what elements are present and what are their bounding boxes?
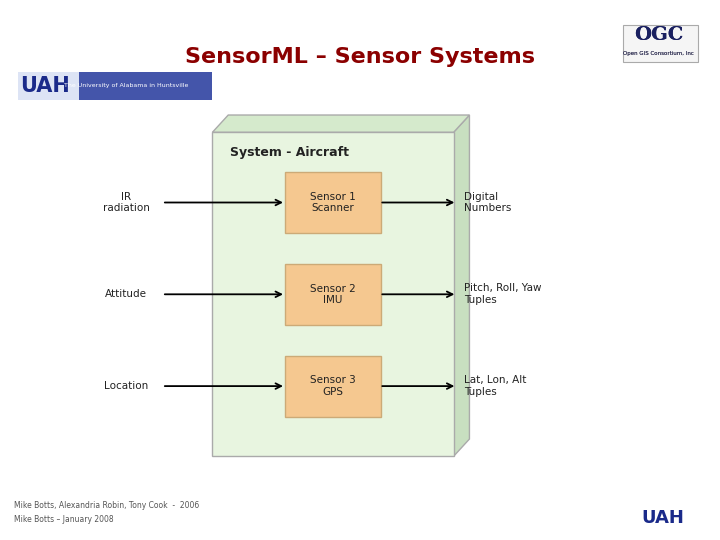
Polygon shape — [454, 115, 469, 456]
FancyBboxPatch shape — [285, 172, 380, 233]
Text: UAH: UAH — [641, 509, 684, 528]
Text: Pitch, Roll, Yaw
Tuples: Pitch, Roll, Yaw Tuples — [464, 284, 542, 305]
FancyBboxPatch shape — [285, 264, 380, 325]
Text: Sensor 1
Scanner: Sensor 1 Scanner — [310, 192, 356, 213]
Polygon shape — [212, 115, 469, 132]
Text: OGC: OGC — [634, 26, 683, 44]
Text: OGC: OGC — [634, 26, 683, 44]
Text: UAH: UAH — [20, 76, 70, 96]
Text: Mike Botts, Alexandria Robin, Tony Cook  -  2006: Mike Botts, Alexandria Robin, Tony Cook … — [14, 501, 199, 510]
Text: Sensor 3
GPS: Sensor 3 GPS — [310, 375, 356, 397]
Text: Open GIS Consortium, Inc: Open GIS Consortium, Inc — [624, 51, 694, 57]
Text: The University of Alabama in Huntsville: The University of Alabama in Huntsville — [64, 83, 188, 89]
Text: Location: Location — [104, 381, 148, 391]
Text: Digital
Numbers: Digital Numbers — [464, 192, 512, 213]
Text: Attitude: Attitude — [105, 289, 147, 299]
FancyBboxPatch shape — [285, 355, 380, 417]
Text: Lat, Lon, Alt
Tuples: Lat, Lon, Alt Tuples — [464, 375, 527, 397]
Text: IR
radiation: IR radiation — [102, 192, 150, 213]
Text: SensorML – Sensor Systems: SensorML – Sensor Systems — [185, 46, 535, 67]
Text: System - Aircraft: System - Aircraft — [230, 146, 349, 159]
FancyBboxPatch shape — [18, 72, 212, 100]
Text: Open GIS Consortium, Inc: Open GIS Consortium, Inc — [624, 51, 694, 57]
Text: Sensor 2
IMU: Sensor 2 IMU — [310, 284, 356, 305]
FancyBboxPatch shape — [623, 25, 698, 62]
Text: Mike Botts – January 2008: Mike Botts – January 2008 — [14, 515, 114, 524]
FancyBboxPatch shape — [212, 132, 454, 456]
FancyBboxPatch shape — [18, 72, 79, 100]
